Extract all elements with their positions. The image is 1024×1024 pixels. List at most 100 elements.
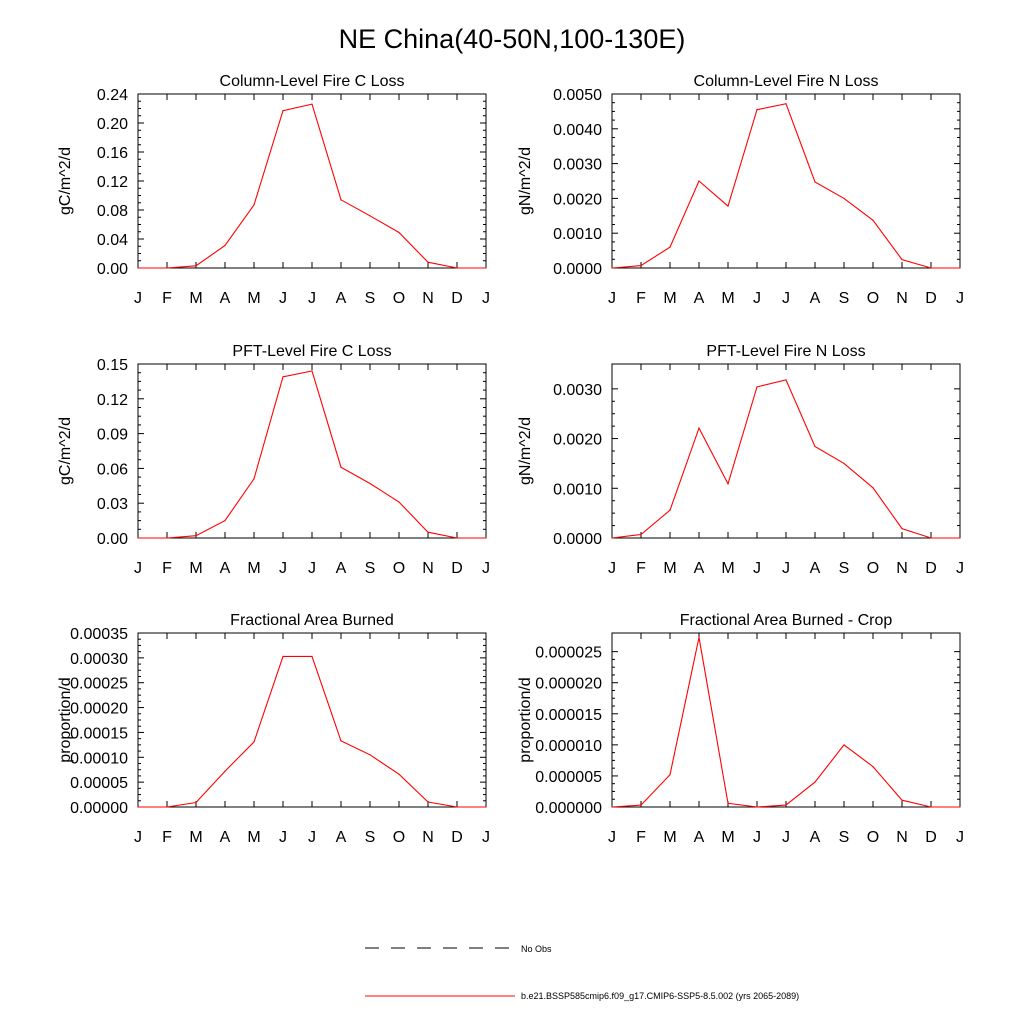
y-tick-label: 0.000015 <box>535 707 602 724</box>
data-point <box>137 537 139 539</box>
x-tick-label: J <box>134 290 142 307</box>
data-point <box>843 462 845 465</box>
x-tick-label: J <box>482 829 490 846</box>
x-tick-label: A <box>220 290 231 307</box>
data-point <box>930 267 932 269</box>
x-tick-label: J <box>753 290 761 307</box>
legend: No Obs b.e21.BSSP585cmip6.f09_g17.CMIP6-… <box>365 944 799 1001</box>
y-axis-label: gN/m^2/d <box>517 147 534 215</box>
x-tick-label: A <box>694 829 705 846</box>
x-tick-label: J <box>956 560 964 577</box>
data-point <box>398 773 400 775</box>
y-tick-label: 0.03 <box>97 496 128 513</box>
x-tick-label: J <box>956 829 964 846</box>
x-tick-label: D <box>451 829 463 846</box>
y-tick-label: 0.000000 <box>535 800 602 817</box>
data-point <box>224 770 226 772</box>
y-tick-label: 0.00025 <box>70 676 128 693</box>
y-tick-label: 0.12 <box>97 392 128 409</box>
data-point <box>166 267 168 269</box>
x-tick-label: N <box>422 560 434 577</box>
x-tick-label: D <box>451 560 463 577</box>
data-point <box>253 478 255 480</box>
x-tick-label: A <box>694 290 705 307</box>
x-tick-label: A <box>336 829 347 846</box>
data-point <box>224 244 226 247</box>
x-tick-label: A <box>220 560 231 577</box>
x-tick-label: A <box>810 290 821 307</box>
x-tick-label: A <box>336 290 347 307</box>
data-point <box>814 445 816 448</box>
data-point <box>195 535 197 537</box>
data-point <box>398 231 400 234</box>
y-tick-label: 0.00020 <box>70 701 128 718</box>
data-point <box>137 806 139 808</box>
data-point <box>959 537 961 539</box>
data-point <box>369 754 371 756</box>
data-point <box>340 740 342 742</box>
y-tick-label: 0.000005 <box>535 769 602 786</box>
data-point <box>698 636 700 638</box>
series-line-model <box>138 655 486 808</box>
data-point <box>959 806 961 808</box>
y-tick-label: 0.09 <box>97 427 128 444</box>
data-point <box>311 103 313 105</box>
data-point <box>785 379 787 381</box>
data-point <box>872 219 874 221</box>
figure-title: NE China(40-50N,100-130E) <box>339 24 686 54</box>
x-tick-label: O <box>393 829 405 846</box>
x-tick-label: M <box>721 290 734 307</box>
data-point <box>485 806 487 808</box>
x-tick-label: F <box>162 560 172 577</box>
panel-title: Fractional Area Burned - Crop <box>680 612 893 629</box>
plot-frame <box>137 93 487 269</box>
plot-frame <box>137 363 487 539</box>
x-tick-label: D <box>925 560 937 577</box>
x-tick-label: A <box>336 560 347 577</box>
data-point <box>611 806 613 808</box>
y-tick-label: 0.000010 <box>535 738 602 755</box>
data-point <box>369 215 371 217</box>
x-tick-label: J <box>782 560 790 577</box>
y-tick-label: 0.0030 <box>553 382 602 399</box>
x-tick-label: J <box>608 290 616 307</box>
y-tick-label: 0.00035 <box>70 626 128 643</box>
y-tick-label: 0.00000 <box>70 800 128 817</box>
y-tick-label: 0.0040 <box>553 122 602 139</box>
data-point <box>195 265 197 267</box>
data-point <box>727 483 729 485</box>
y-tick-label: 0.08 <box>97 203 128 220</box>
x-tick-label: A <box>810 829 821 846</box>
y-tick-label: 0.0020 <box>553 432 602 449</box>
data-point <box>282 376 284 378</box>
x-tick-label: M <box>663 560 676 577</box>
panel-title: PFT-Level Fire C Loss <box>232 343 391 360</box>
data-point <box>901 527 903 530</box>
x-tick-label: O <box>867 560 879 577</box>
data-point <box>785 804 787 806</box>
y-tick-label: 0.15 <box>97 357 128 374</box>
data-point <box>253 741 255 743</box>
y-tick-label: 0.20 <box>97 116 128 133</box>
x-tick-label: F <box>162 290 172 307</box>
legend-obs-label: No Obs <box>521 944 552 954</box>
data-point <box>282 655 284 657</box>
x-tick-label: S <box>839 290 850 307</box>
x-tick-label: M <box>247 560 260 577</box>
data-point <box>427 801 429 803</box>
x-tick-label: J <box>608 560 616 577</box>
y-tick-label: 0.0020 <box>553 191 602 208</box>
data-point <box>485 537 487 539</box>
x-tick-label: S <box>839 560 850 577</box>
y-tick-label: 0.0010 <box>553 481 602 498</box>
x-tick-label: M <box>189 829 202 846</box>
x-tick-label: S <box>365 829 376 846</box>
x-tick-label: F <box>636 290 646 307</box>
data-point <box>456 806 458 808</box>
data-point <box>640 804 642 806</box>
